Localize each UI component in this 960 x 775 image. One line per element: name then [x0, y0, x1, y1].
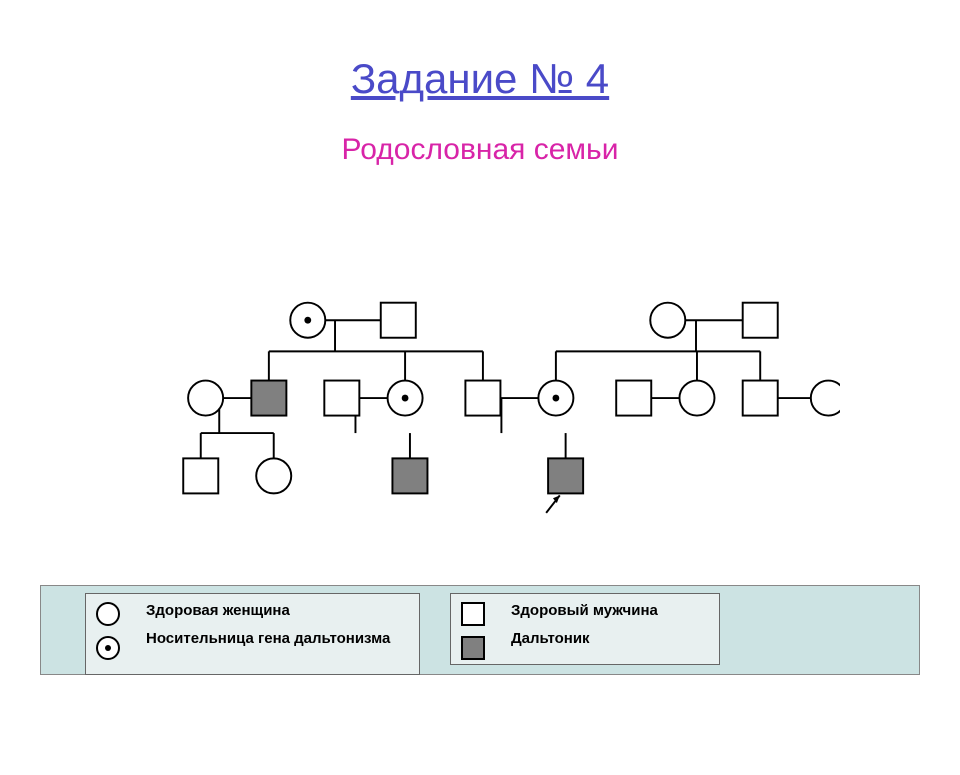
pedigree-node [743, 303, 778, 338]
carrier-dot-icon [402, 395, 409, 402]
carrier-female-icon [96, 636, 120, 660]
pedigree-node [183, 458, 218, 493]
pedigree-node [650, 303, 685, 338]
pedigree-node [616, 381, 651, 416]
pedigree-node [548, 458, 583, 493]
pedigree-chart [120, 280, 840, 520]
legend-healthy-male-label: Здоровый мужчина [511, 602, 709, 620]
pedigree-node [679, 381, 714, 416]
legend-colorblind-male-label: Дальтоник [511, 630, 709, 648]
page-title: Задание № 4 [0, 55, 960, 103]
legend-healthy-female-label: Здоровая женщина [146, 602, 409, 620]
pedigree-node [392, 458, 427, 493]
pedigree-node [743, 381, 778, 416]
pedigree-node [188, 381, 223, 416]
pedigree-node [324, 381, 359, 416]
page-subtitle: Родословная семьи [0, 133, 960, 167]
legend-female-box: Здоровая женщина Носительница гена дальт… [85, 593, 420, 675]
pedigree-node [251, 381, 286, 416]
legend-male-box: Здоровый мужчина Дальтоник [450, 593, 720, 665]
pedigree-node [256, 458, 291, 493]
colorblind-male-icon [461, 636, 485, 660]
pedigree-node [811, 381, 840, 416]
carrier-dot-icon [552, 395, 559, 402]
legend-carrier-female-label: Носительница гена дальтонизма [146, 630, 409, 648]
carrier-dot-icon [304, 317, 311, 324]
healthy-male-icon [461, 602, 485, 626]
pedigree-node [381, 303, 416, 338]
healthy-female-icon [96, 602, 120, 626]
pedigree-node [465, 381, 500, 416]
